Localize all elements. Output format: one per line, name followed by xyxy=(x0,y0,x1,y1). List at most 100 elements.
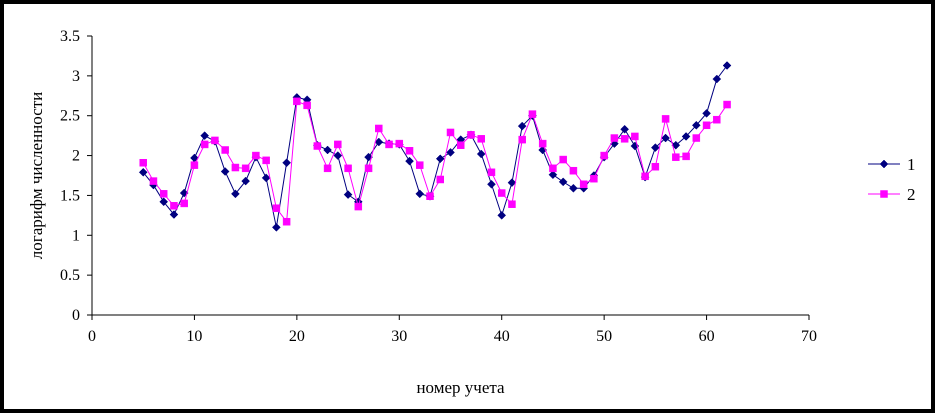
y-tick-label: 2.5 xyxy=(60,108,80,125)
y-tick-label: 0.5 xyxy=(60,267,80,284)
data-point-2 xyxy=(241,164,250,173)
data-point-1 xyxy=(333,151,343,160)
data-point-1 xyxy=(507,178,517,188)
x-tick-label: 50 xyxy=(596,328,612,345)
y-tick-label: 0 xyxy=(72,307,80,324)
data-point-2 xyxy=(149,177,158,185)
data-point-1 xyxy=(220,167,230,176)
data-point-2 xyxy=(692,134,701,142)
data-point-2 xyxy=(395,139,404,148)
data-point-1 xyxy=(476,149,486,159)
legend-item-1: 1 xyxy=(868,155,916,174)
y-tick-label: 3 xyxy=(72,68,80,85)
data-point-1 xyxy=(415,189,425,199)
data-point-2 xyxy=(549,164,557,173)
series-2 xyxy=(139,97,731,226)
y-ticks: 0 0.5 1 1.5 2 2.5 3 3.5 xyxy=(60,28,92,324)
plot-area xyxy=(92,36,809,315)
data-point-2 xyxy=(159,190,168,198)
y-tick-label: 1.5 xyxy=(60,187,80,204)
y-tick-label: 1 xyxy=(72,227,80,244)
data-point-1 xyxy=(651,143,660,152)
data-point-2 xyxy=(416,161,424,169)
x-tick-label: 30 xyxy=(391,328,407,345)
data-point-1 xyxy=(517,121,527,131)
data-point-2 xyxy=(723,100,731,109)
data-point-2 xyxy=(272,204,281,212)
data-point-1 xyxy=(712,74,722,84)
data-point-2 xyxy=(436,175,445,184)
data-point-1 xyxy=(548,170,558,180)
data-point-2 xyxy=(344,164,352,173)
x-tick-label: 60 xyxy=(699,328,715,345)
data-point-1 xyxy=(343,190,353,199)
chart-frame: 0 0.5 1 1.5 2 2.5 3 3.5 0 10 20 30 40 50 60 70 логариф… xyxy=(3,3,932,410)
data-point-2 xyxy=(139,158,147,167)
data-point-2 xyxy=(487,168,496,177)
data-point-2 xyxy=(631,132,639,141)
data-point-1 xyxy=(231,189,240,199)
data-point-2 xyxy=(467,131,475,139)
data-point-2 xyxy=(364,164,373,173)
data-point-2 xyxy=(569,166,578,175)
data-point-2 xyxy=(426,192,434,200)
y-tick-label: 3.5 xyxy=(60,28,80,45)
data-point-1 xyxy=(282,158,291,168)
data-point-2 xyxy=(293,97,301,106)
data-point-1 xyxy=(138,167,148,177)
y-tick-label: 2 xyxy=(72,148,80,165)
series-layer xyxy=(138,61,732,232)
data-point-2 xyxy=(190,161,199,169)
data-point-2 xyxy=(446,128,455,137)
data-point-2 xyxy=(231,163,240,172)
data-point-1 xyxy=(159,197,169,207)
x-tick-label: 0 xyxy=(88,328,96,345)
data-point-2 xyxy=(600,151,608,160)
data-point-1 xyxy=(497,211,507,220)
y-axis-label: логарифм численности xyxy=(27,92,46,260)
data-point-1 xyxy=(200,131,210,140)
chart-svg: 0 0.5 1 1.5 2 2.5 3 3.5 0 10 20 30 40 50 60 70 логариф… xyxy=(27,28,916,397)
legend-item-2: 2 xyxy=(868,185,916,204)
legend: 12 xyxy=(868,155,916,204)
data-point-2 xyxy=(334,140,342,149)
series-line-2 xyxy=(142,100,728,224)
data-point-1 xyxy=(169,210,179,219)
data-point-2 xyxy=(713,115,721,124)
data-point-2 xyxy=(528,110,537,118)
data-point-2 xyxy=(262,156,270,165)
x-axis-label: номер учета xyxy=(416,378,505,397)
data-point-2 xyxy=(385,140,393,149)
data-point-1 xyxy=(405,156,414,166)
data-point-2 xyxy=(211,136,219,145)
legend-marker xyxy=(879,159,889,169)
data-point-2 xyxy=(702,121,711,130)
data-point-2 xyxy=(651,162,660,171)
data-point-2 xyxy=(672,153,680,161)
data-point-2 xyxy=(303,101,311,110)
data-point-1 xyxy=(671,140,681,150)
data-point-1 xyxy=(261,173,271,183)
data-point-2 xyxy=(579,180,588,189)
data-point-2 xyxy=(508,200,516,208)
data-point-1 xyxy=(691,120,701,130)
legend-marker xyxy=(880,190,888,198)
data-point-1 xyxy=(620,124,629,134)
data-point-2 xyxy=(282,217,291,226)
data-point-1 xyxy=(487,179,496,189)
data-point-1 xyxy=(446,148,455,157)
data-point-2 xyxy=(405,147,414,155)
data-point-2 xyxy=(323,164,332,173)
data-point-2 xyxy=(610,134,619,142)
data-point-1 xyxy=(435,154,445,164)
data-point-2 xyxy=(354,202,363,211)
data-point-2 xyxy=(590,174,598,183)
data-point-2 xyxy=(559,155,567,164)
legend-label: 2 xyxy=(907,185,916,204)
data-point-2 xyxy=(180,199,188,208)
data-point-2 xyxy=(221,146,229,154)
data-point-2 xyxy=(252,151,260,160)
data-point-1 xyxy=(702,108,711,118)
data-point-1 xyxy=(558,177,568,187)
data-point-1 xyxy=(323,145,332,155)
